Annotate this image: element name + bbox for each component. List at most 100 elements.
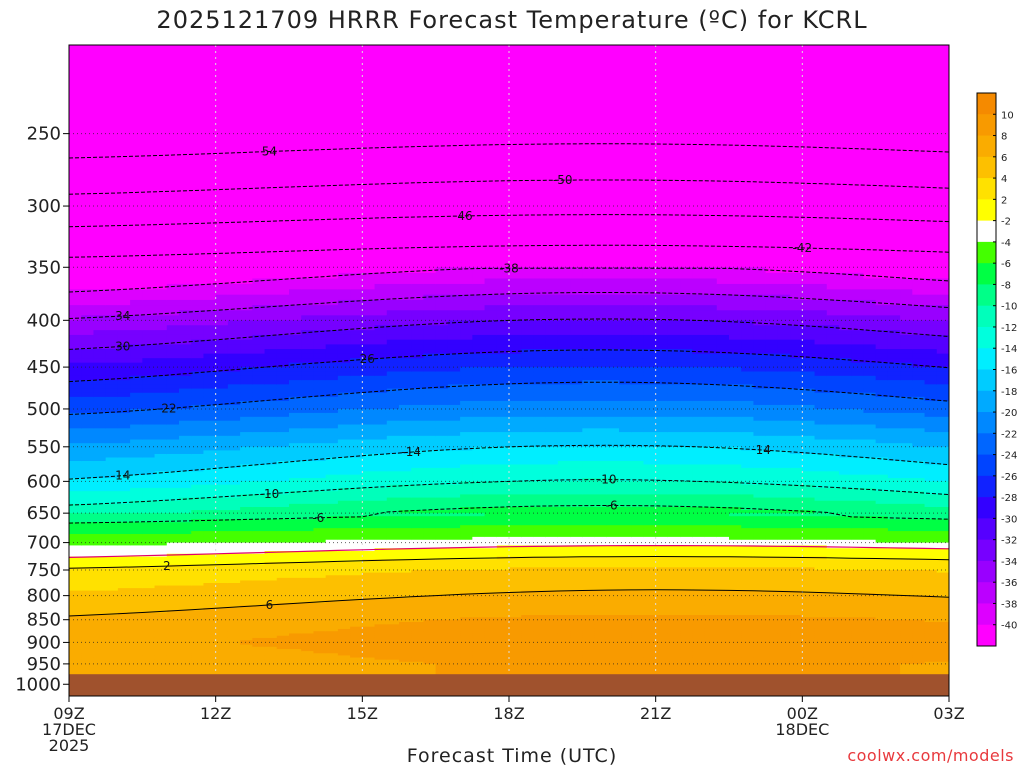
y-tick-label: 700: [27, 533, 61, 554]
y-axis: 2503003504004505005506006507007508008509…: [15, 124, 69, 695]
colorbar-swatch: [977, 369, 996, 392]
colorbar-label: -12: [1001, 323, 1017, 334]
colorbar-swatch: [977, 178, 996, 200]
isotherm-line: [69, 504, 949, 524]
contour-label: -6: [606, 499, 618, 513]
x-tick-label: 00Z: [787, 704, 818, 723]
colorbar-label: -2: [1001, 217, 1011, 228]
colorbar-swatch: [977, 220, 996, 243]
isotherm-line: [69, 349, 949, 383]
colorbar-label: -24: [1001, 451, 1017, 462]
colorbar-label: -30: [1001, 514, 1017, 525]
isotherm-line: [69, 318, 949, 350]
colorbar-swatch: [977, 93, 996, 115]
colorbar-swatch: [977, 475, 996, 498]
temperature-fill: [69, 45, 949, 685]
colorbar-swatch: [977, 454, 996, 477]
x-tick-label: 09Z: [53, 704, 84, 723]
colorbar-swatch: [977, 284, 996, 307]
isotherm-line: [69, 267, 949, 293]
colorbar-label: -16: [1001, 366, 1017, 377]
colorbar-swatch: [977, 390, 996, 413]
colorbar-swatch: [977, 497, 996, 519]
y-tick-label: 850: [27, 610, 61, 631]
contour-label: 34: [115, 309, 130, 323]
y-tick-label: 650: [27, 503, 61, 524]
contour-label: -50: [553, 173, 573, 187]
isotherm-line: [69, 143, 949, 159]
colorbar-label: -28: [1001, 493, 1017, 504]
x-tick-label: 12Z: [200, 704, 231, 723]
contour-label: 26: [360, 352, 375, 366]
colorbar-label: 4: [1001, 174, 1007, 185]
colorbar-label: -4: [1001, 238, 1011, 249]
isotherm-line: [69, 214, 949, 228]
colorbar-label: 8: [1001, 132, 1007, 143]
contour-label: 6: [266, 598, 274, 612]
colorbar-label: -18: [1001, 387, 1017, 398]
colorbar-label: -26: [1001, 472, 1017, 483]
isotherm-line: [69, 589, 949, 617]
ground-area: [69, 674, 949, 696]
colorbar-label: -36: [1001, 578, 1017, 589]
colorbar-swatch: [977, 114, 996, 137]
contour-label: -22: [157, 402, 177, 416]
isotherm-line: [69, 244, 949, 258]
contour-label: 14: [756, 443, 771, 457]
x-tick-label: 03Z: [933, 704, 964, 723]
y-tick-label: 1000: [15, 674, 61, 695]
x-tick-label: 17DEC: [42, 720, 96, 739]
x-tick-label: 18DEC: [775, 720, 829, 739]
y-tick-label: 450: [27, 357, 61, 378]
contour-label: 30: [115, 339, 130, 353]
colorbar-legend: 10 8 6 4 2 -2 -4 -6 -8 -10 -12 -14 -16 -18 -20 -22 -24 -2…: [976, 92, 1017, 647]
isotherm-line: [69, 479, 949, 506]
isotherm-line: [69, 555, 949, 569]
colorbar-label: -8: [1001, 280, 1011, 291]
y-tick-label: 800: [27, 586, 61, 607]
colorbar-swatch: [977, 156, 996, 179]
y-tick-label: 300: [27, 196, 61, 217]
colorbar-label: -38: [1001, 599, 1017, 610]
colorbar-swatch: [977, 603, 996, 626]
colorbar-swatch: [977, 305, 996, 328]
contour-label: -38: [499, 261, 519, 275]
isotherm-line: [69, 292, 949, 319]
colorbar-swatch: [977, 582, 996, 604]
contour-label: -42: [793, 241, 813, 255]
x-axis-label: Forecast Time (UTC): [406, 745, 618, 767]
colorbar-label: -34: [1001, 557, 1017, 568]
colorbar-label: -32: [1001, 536, 1017, 547]
colorbar-swatch: [977, 539, 996, 562]
ground-layer: [69, 674, 949, 696]
colorbar-swatch: [977, 348, 996, 370]
freezing-line: [69, 544, 949, 558]
colorbar-label: -6: [1001, 259, 1011, 270]
credit-link[interactable]: coolwx.com/models: [847, 746, 1014, 765]
colorbar-swatch: [977, 326, 996, 349]
y-tick-label: 750: [27, 560, 61, 581]
x-tick-label: 21Z: [640, 704, 671, 723]
colorbar-label: -20: [1001, 408, 1017, 419]
y-tick-label: 950: [27, 654, 61, 675]
colorbar-label: -40: [1001, 621, 1017, 632]
contour-label: -6: [312, 511, 324, 525]
x-tick-label: 15Z: [347, 704, 378, 723]
colorbar-swatch: [977, 433, 996, 456]
colorbar-label: -10: [1001, 302, 1017, 313]
y-tick-label: 500: [27, 399, 61, 420]
colorbar-swatch: [977, 518, 996, 541]
contour-label: -10: [260, 487, 280, 501]
y-tick-label: 350: [27, 257, 61, 278]
contour-label: 2: [163, 559, 171, 573]
colorbar-label: 6: [1001, 153, 1007, 164]
y-tick-label: 250: [27, 124, 61, 145]
x-tick-label: 2025: [49, 736, 90, 755]
isotherm-line: [69, 444, 949, 480]
chart-title: 2025121709 HRRR Forecast Temperature (ºC…: [156, 6, 868, 34]
contour-label: 54: [262, 145, 277, 159]
colorbar-label: -14: [1001, 344, 1017, 355]
